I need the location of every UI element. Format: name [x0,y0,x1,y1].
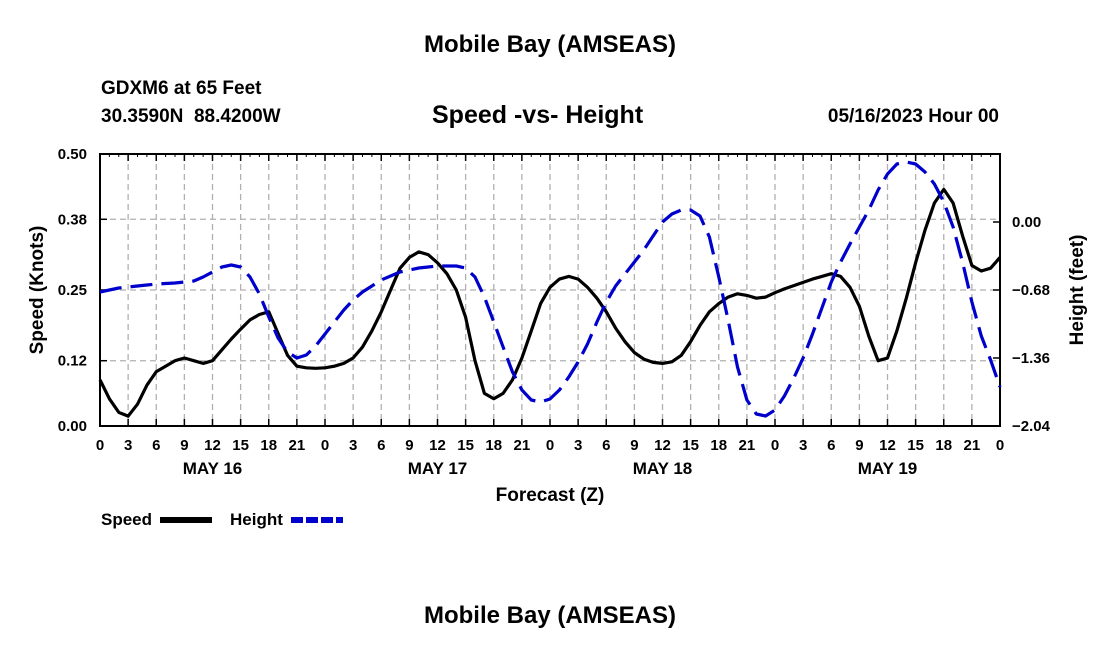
x-tick-label: 0 [546,437,554,454]
x-tick-label: 18 [710,437,727,454]
legend-speed-label: Speed [101,510,153,529]
x-tick-label: 9 [180,437,188,454]
coordinates-label: 30.3590N 88.4200W [101,106,281,127]
y-tick-label: 0.00 [58,418,87,435]
x-tick-label: 18 [260,437,277,454]
x-tick-label: 12 [654,437,671,454]
station-label: GDXM6 at 65 Feet [101,78,262,99]
y-tick-label: 0.50 [58,146,87,163]
x-tick-label: 6 [152,437,160,454]
y2-tick-label: −1.36 [1012,350,1050,367]
day-label: MAY 17 [408,459,468,478]
x-tick-label: 3 [349,437,357,454]
series-line-height [99,160,1002,418]
chart-subtitle: Speed -vs- Height [432,101,644,129]
x-tick-label: 12 [429,437,446,454]
x-tick-label: 21 [514,437,531,454]
x-tick-label: 21 [964,437,981,454]
x-tick-label: 21 [289,437,306,454]
day-label: MAY 19 [858,459,918,478]
x-tick-label: 9 [855,437,863,454]
x-tick-label: 0 [771,437,779,454]
chart-svg: 0 3 6 9 12 15 18 21 0 3 6 9 12 15 18 21 0 3 6 9 12 15 18 21 0 3 6 9… [27,146,1088,506]
y2-tick-label: −0.68 [1012,282,1050,299]
x-tick-label: 18 [485,437,502,454]
y2-axis-label: Height (feet) [1067,235,1088,346]
chart-title-top: Mobile Bay (AMSEAS) [423,31,677,58]
x-tick-label: 6 [377,437,385,454]
day-label: MAY 16 [183,459,243,478]
y-axis-label: Speed (Knots) [27,226,48,355]
x-tick-label: 3 [799,437,807,454]
legend-height-swatch [291,517,343,523]
day-label: MAY 18 [633,459,693,478]
legend-height-label: Height [230,510,283,529]
x-tick-label: 3 [574,437,582,454]
y-tick-label: 0.12 [58,353,87,370]
x-tick-label: 6 [827,437,835,454]
x-tick-label: 15 [232,437,249,454]
x-tick-label: 12 [204,437,221,454]
x-tick-label: 0 [96,437,104,454]
x-tick-label: 21 [739,437,756,454]
legend-speed-swatch [160,517,212,523]
plot-frame [99,153,1001,427]
x-tick-label: 9 [405,437,413,454]
x-tick-label: 0 [321,437,329,454]
x-tick-label: 0 [996,437,1004,454]
x-axis-label: Forecast (Z) [496,485,605,506]
chart-title-bottom: Mobile Bay (AMSEAS) [423,602,677,629]
x-tick-label: 6 [602,437,610,454]
x-tick-label: 18 [935,437,952,454]
x-tick-label: 12 [879,437,896,454]
x-tick-label: 15 [457,437,474,454]
x-tick-label: 15 [682,437,699,454]
y2-tick-label: 0.00 [1012,214,1041,231]
y-tick-label: 0.38 [58,211,87,228]
series-line-speed [98,187,1002,418]
y2-tick-label: −2.04 [1012,418,1051,435]
x-tick-label: 15 [907,437,924,454]
datetime-label: 05/16/2023 Hour 00 [827,106,999,127]
x-tick-label: 9 [630,437,638,454]
y-tick-label: 0.25 [58,282,87,299]
x-tick-label: 3 [124,437,132,454]
